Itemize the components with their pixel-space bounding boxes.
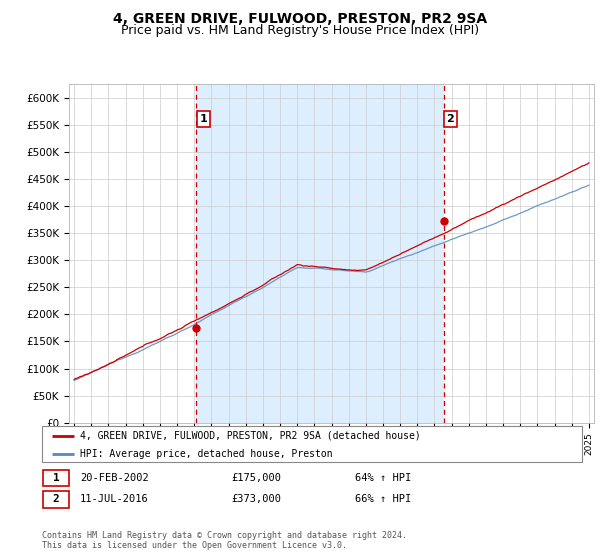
Bar: [43, 491, 69, 507]
Text: Price paid vs. HM Land Registry's House Price Index (HPI): Price paid vs. HM Land Registry's House …: [121, 24, 479, 36]
Text: 2: 2: [446, 114, 454, 124]
Text: 1: 1: [199, 114, 207, 124]
Text: 2: 2: [53, 494, 59, 504]
Text: 66% ↑ HPI: 66% ↑ HPI: [355, 494, 412, 504]
Bar: [43, 470, 69, 486]
Text: Contains HM Land Registry data © Crown copyright and database right 2024.
This d: Contains HM Land Registry data © Crown c…: [42, 531, 407, 550]
Text: 4, GREEN DRIVE, FULWOOD, PRESTON, PR2 9SA: 4, GREEN DRIVE, FULWOOD, PRESTON, PR2 9S…: [113, 12, 487, 26]
Text: 4, GREEN DRIVE, FULWOOD, PRESTON, PR2 9SA (detached house): 4, GREEN DRIVE, FULWOOD, PRESTON, PR2 9S…: [80, 431, 421, 441]
Text: 1: 1: [53, 473, 59, 483]
Text: £373,000: £373,000: [231, 494, 281, 504]
Text: 64% ↑ HPI: 64% ↑ HPI: [355, 473, 412, 483]
Text: 11-JUL-2016: 11-JUL-2016: [80, 494, 149, 504]
Bar: [196, 84, 443, 423]
Text: £175,000: £175,000: [231, 473, 281, 483]
Text: 20-FEB-2002: 20-FEB-2002: [80, 473, 149, 483]
Text: HPI: Average price, detached house, Preston: HPI: Average price, detached house, Pres…: [80, 449, 332, 459]
